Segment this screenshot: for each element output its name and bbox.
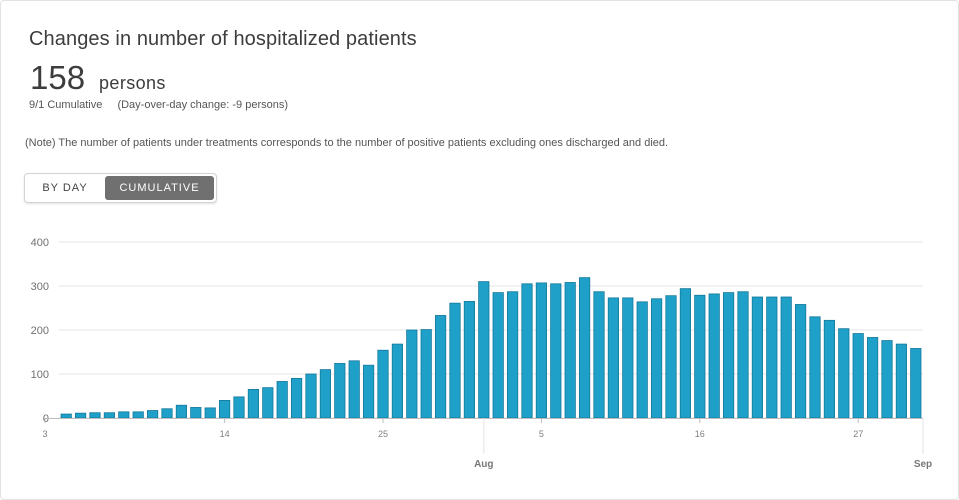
view-toggle: BY DAY CUMULATIVE (24, 173, 217, 203)
bar (233, 396, 245, 419)
bar (118, 411, 130, 419)
bar (391, 343, 403, 419)
bar (60, 413, 72, 419)
bar (305, 373, 317, 419)
bar (291, 377, 303, 419)
x-tick-label: 14 (220, 429, 230, 439)
cumulative-button[interactable]: CUMULATIVE (105, 176, 214, 200)
bar (377, 349, 389, 419)
note-text: (Note) The number of patients under trea… (25, 137, 669, 149)
bar (910, 348, 922, 419)
bar (795, 304, 807, 419)
bar (420, 329, 432, 419)
bar (348, 360, 360, 419)
bar (780, 296, 792, 419)
bar (694, 294, 706, 419)
bar (622, 297, 634, 419)
y-tick-label: 200 (31, 325, 49, 337)
month-label: Sep (914, 459, 932, 470)
bar (247, 388, 259, 419)
bar (103, 412, 115, 419)
bar (550, 283, 562, 419)
y-tick-label: 100 (31, 369, 49, 381)
bar (521, 283, 533, 419)
bar (175, 404, 187, 419)
x-tick-label: 5 (539, 429, 544, 439)
date-label: 9/1 Cumulative (29, 99, 103, 111)
bar (89, 412, 101, 419)
x-tick-label: 25 (378, 429, 388, 439)
bar (276, 381, 288, 419)
bar (708, 293, 720, 419)
bar (190, 407, 202, 419)
bar (579, 277, 591, 419)
bar (219, 399, 231, 419)
y-tick-label: 300 (31, 281, 49, 293)
bar (449, 302, 461, 419)
day-over-day-change: (Day-over-day change: -9 persons) (117, 99, 289, 111)
x-tick-label: 27 (853, 429, 863, 439)
y-tick-label: 400 (31, 237, 49, 249)
bar (132, 411, 144, 419)
bar (607, 297, 619, 419)
bar (737, 291, 749, 419)
bar (766, 296, 778, 419)
bar (535, 282, 547, 419)
value-subtitle: 9/1 Cumulative (Day-over-day change: -9 … (29, 99, 288, 111)
bar (867, 337, 879, 419)
bar (636, 301, 648, 419)
bar (679, 288, 691, 419)
bar (751, 296, 763, 419)
month-label: Aug (474, 459, 493, 470)
bar (406, 329, 418, 419)
card-title: Changes in number of hospitalized patien… (29, 28, 417, 50)
bar (809, 316, 821, 419)
bar (363, 364, 375, 419)
bar (651, 298, 663, 419)
bar (75, 412, 87, 419)
bar (463, 301, 475, 419)
total-unit: persons (99, 73, 166, 93)
bar (593, 291, 605, 419)
bar (319, 369, 331, 419)
bar (161, 408, 173, 419)
bar (665, 295, 677, 419)
bar (147, 410, 159, 419)
bar (492, 292, 504, 419)
bar (334, 363, 346, 419)
bar (838, 328, 850, 419)
bar (435, 315, 447, 419)
bar (564, 282, 576, 419)
x-tick-label: 3 (42, 429, 47, 439)
x-tick-label: 16 (695, 429, 705, 439)
bar (823, 319, 835, 419)
bar (262, 387, 274, 419)
bar (507, 291, 519, 419)
total-value: 158 (30, 59, 86, 96)
bar (723, 292, 735, 419)
bar (895, 343, 907, 419)
bar (881, 340, 893, 419)
by-day-button[interactable]: BY DAY (42, 182, 88, 194)
bar (478, 281, 490, 419)
bar-chart: 01002003004003142551627AugSep (31, 237, 933, 470)
bar (204, 407, 216, 419)
bar (852, 333, 864, 419)
